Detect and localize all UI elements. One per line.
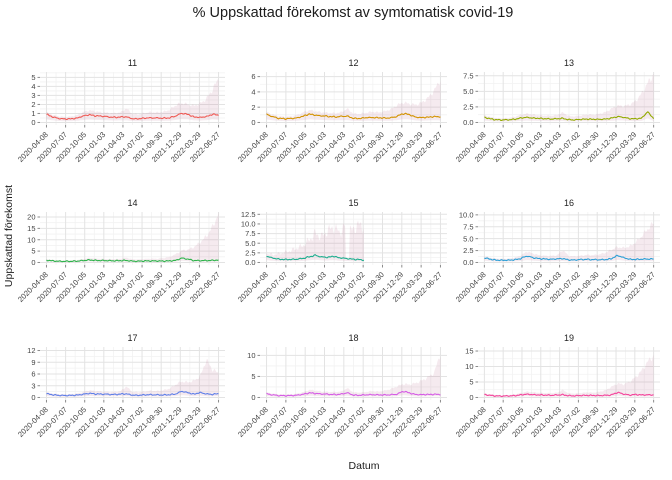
y-tick-label: 2 bbox=[31, 100, 35, 109]
y-tick-label: 0 bbox=[251, 393, 255, 402]
y-tick-label: 20 bbox=[27, 213, 35, 222]
estimate-line bbox=[484, 254, 654, 262]
confidence-band bbox=[46, 212, 219, 262]
y-tick-label: 0 bbox=[31, 118, 35, 127]
y-tick-label: 15 bbox=[27, 224, 35, 233]
y-tick-label: 5 bbox=[31, 247, 35, 256]
x-axis-title: Datum bbox=[348, 460, 380, 472]
y-tick-label: 7.5 bbox=[463, 222, 473, 231]
facet-panel-16: 0.02.55.07.510.02020-04-082020-07-072020… bbox=[454, 198, 660, 304]
y-tick-label: 0 bbox=[31, 393, 35, 402]
confidence-band bbox=[484, 221, 654, 262]
facet-panel-13: 0.02.55.07.52020-04-082020-07-072020-10-… bbox=[454, 58, 660, 164]
y-tick-label: 6 bbox=[251, 72, 255, 81]
confidence-band bbox=[46, 359, 219, 397]
facet-panel-18: 05102020-04-082020-07-072020-10-052021-0… bbox=[236, 333, 447, 439]
y-tick-label: 4 bbox=[31, 82, 35, 91]
y-tick-label: 10 bbox=[27, 235, 35, 244]
facet-panel-15: 0.02.55.07.510.012.52020-04-082020-07-07… bbox=[236, 198, 447, 304]
estimate-line bbox=[484, 391, 654, 398]
y-tick-label: 0.0 bbox=[245, 258, 255, 267]
estimate-line bbox=[266, 112, 441, 121]
confidence-band bbox=[46, 79, 219, 122]
y-tick-label: 15 bbox=[465, 347, 473, 356]
y-tick-label: 5.0 bbox=[245, 239, 255, 248]
y-tick-label: 10 bbox=[247, 351, 255, 360]
confidence-band bbox=[266, 220, 364, 262]
y-tick-label: 1 bbox=[31, 109, 35, 118]
y-tick-label: 0 bbox=[31, 258, 35, 267]
estimate-line bbox=[266, 390, 441, 397]
facet-panel-11: 0123452020-04-082020-07-072020-10-052021… bbox=[16, 58, 225, 164]
y-tick-label: 2.5 bbox=[463, 102, 473, 111]
y-tick-label: 2.5 bbox=[245, 248, 255, 257]
y-tick-label: 4 bbox=[251, 87, 255, 96]
y-tick-label: 10.0 bbox=[241, 220, 256, 229]
facet-title: 13 bbox=[564, 58, 574, 68]
facet-panel-19: 0510152020-04-082020-07-072020-10-052021… bbox=[454, 333, 660, 439]
facet-panel-12: 02462020-04-082020-07-072020-10-052021-0… bbox=[236, 58, 447, 164]
estimate-line bbox=[266, 254, 365, 262]
y-tick-label: 0 bbox=[251, 118, 255, 127]
y-tick-label: 6 bbox=[31, 370, 35, 379]
facet-panel-17: 0369122020-04-082020-07-072020-10-052021… bbox=[16, 333, 225, 439]
estimate-line bbox=[46, 112, 219, 121]
facet-title: 12 bbox=[348, 58, 358, 68]
y-tick-label: 2 bbox=[251, 103, 255, 112]
facet-title: 11 bbox=[128, 58, 137, 68]
facet-title: 18 bbox=[348, 333, 358, 343]
confidence-band bbox=[484, 74, 654, 122]
y-tick-label: 5 bbox=[251, 372, 255, 381]
facet-title: 15 bbox=[348, 198, 358, 208]
y-tick-label: 7.5 bbox=[463, 71, 473, 80]
y-tick-label: 3 bbox=[31, 91, 35, 100]
y-tick-label: 12.5 bbox=[241, 210, 256, 219]
y-tick-label: 3 bbox=[31, 381, 35, 390]
y-tick-label: 7.5 bbox=[245, 229, 255, 238]
y-tick-label: 5.0 bbox=[463, 234, 473, 243]
y-tick-label: 0.0 bbox=[463, 258, 473, 267]
y-tick-label: 5.0 bbox=[463, 87, 473, 96]
y-tick-label: 9 bbox=[31, 358, 35, 367]
chart-title: % Uppskattad förekomst av symtomatisk co… bbox=[192, 5, 514, 21]
y-tick-label: 0.0 bbox=[463, 118, 473, 127]
facet-title: 14 bbox=[127, 198, 137, 208]
confidence-band bbox=[484, 354, 654, 397]
facet-title: 19 bbox=[564, 333, 574, 343]
y-tick-label: 10.0 bbox=[459, 210, 474, 219]
y-tick-label: 5 bbox=[469, 378, 473, 387]
confidence-band bbox=[266, 356, 441, 397]
estimate-line bbox=[484, 111, 655, 121]
y-tick-label: 12 bbox=[27, 346, 35, 355]
confidence-band bbox=[266, 80, 441, 122]
y-tick-label: 2.5 bbox=[463, 246, 473, 255]
estimate-line bbox=[46, 257, 219, 263]
estimate-line bbox=[46, 390, 219, 397]
facet-title: 16 bbox=[564, 198, 574, 208]
facet-title: 17 bbox=[127, 333, 137, 343]
y-tick-label: 0 bbox=[469, 393, 473, 402]
facet-panel-14: 051015202020-04-082020-07-072020-10-0520… bbox=[16, 198, 225, 304]
y-tick-label: 10 bbox=[465, 362, 473, 371]
y-tick-label: 5 bbox=[31, 73, 35, 82]
